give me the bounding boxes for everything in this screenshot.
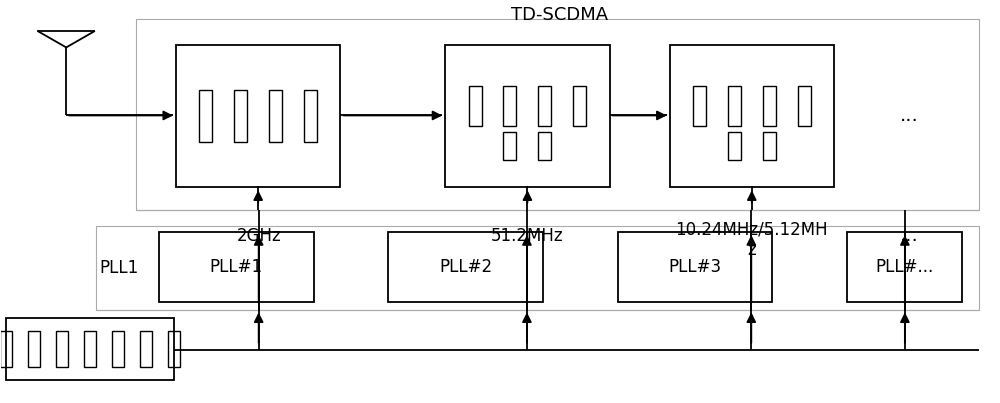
- Bar: [763, 86, 776, 127]
- Bar: [469, 86, 482, 127]
- Bar: [140, 330, 152, 367]
- Bar: [618, 232, 772, 302]
- Bar: [728, 86, 741, 127]
- Bar: [6, 318, 174, 380]
- Text: PLL#...: PLL#...: [875, 258, 933, 276]
- Text: 2GHz: 2GHz: [236, 226, 281, 245]
- Bar: [234, 90, 247, 143]
- Bar: [503, 133, 516, 160]
- Text: TD-SCDMA: TD-SCDMA: [511, 6, 608, 25]
- Text: PLL#2: PLL#2: [439, 258, 492, 276]
- Bar: [538, 86, 551, 127]
- Bar: [304, 90, 317, 143]
- Text: ...: ...: [899, 106, 918, 125]
- Bar: [538, 133, 551, 160]
- Bar: [693, 86, 706, 127]
- Text: 51.2MHz: 51.2MHz: [491, 226, 563, 245]
- Bar: [503, 86, 516, 127]
- Bar: [159, 232, 314, 302]
- Bar: [168, 330, 180, 367]
- Text: PLL#3: PLL#3: [668, 258, 722, 276]
- Bar: [56, 330, 68, 367]
- Text: PLL1: PLL1: [99, 259, 138, 276]
- Bar: [388, 232, 543, 302]
- Bar: [847, 232, 962, 302]
- Bar: [269, 90, 282, 143]
- Bar: [445, 46, 610, 187]
- Bar: [84, 330, 96, 367]
- Bar: [670, 46, 834, 187]
- Bar: [112, 330, 124, 367]
- Bar: [136, 19, 979, 210]
- Bar: [798, 86, 811, 127]
- Text: 10.24MHz/5.12MH
z: 10.24MHz/5.12MH z: [675, 220, 828, 259]
- Bar: [176, 46, 340, 187]
- Bar: [763, 133, 776, 160]
- Bar: [199, 90, 212, 143]
- Bar: [96, 226, 979, 310]
- Text: PLL#1: PLL#1: [210, 258, 263, 276]
- Bar: [728, 133, 741, 160]
- Text: ...: ...: [899, 226, 918, 245]
- Bar: [0, 330, 12, 367]
- Bar: [28, 330, 40, 367]
- Bar: [573, 86, 586, 127]
